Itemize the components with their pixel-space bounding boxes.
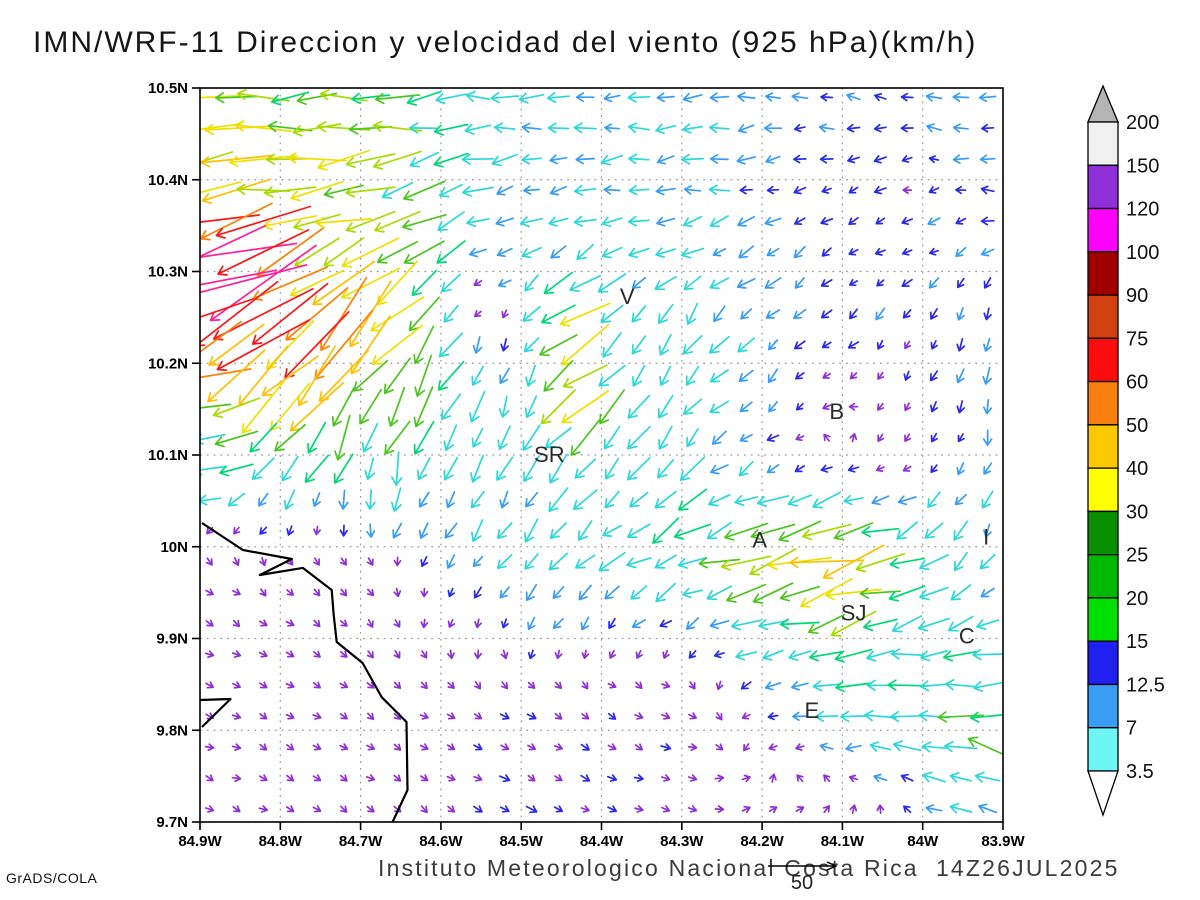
colorbar-label: 120 xyxy=(1126,199,1159,221)
x-tick-label: 84.7W xyxy=(339,833,383,850)
colorbar: 200 150 120 100 90 75 60 50 40 30 25 20 15 12.5 7 3.5 xyxy=(1087,84,1165,818)
x-tick-label: 84.6W xyxy=(419,833,463,850)
x-tick-label: 84.3W xyxy=(660,833,704,850)
colorbar-label: 7 xyxy=(1126,718,1137,740)
colorbar-label: 50 xyxy=(1126,415,1148,437)
x-tick-label: 84.8W xyxy=(259,833,303,850)
colorbar-label: 20 xyxy=(1126,588,1148,610)
station-label-v: V xyxy=(620,284,635,309)
y-tick-label: 10.2N xyxy=(148,355,188,372)
station-label-sj: SJ xyxy=(841,601,867,626)
colorbar-label: 15 xyxy=(1126,631,1148,653)
x-tick-label: 84W xyxy=(907,833,939,850)
station-label-c: C xyxy=(959,624,975,649)
colorbar-label: 40 xyxy=(1126,458,1148,480)
y-tick-label: 10.3N xyxy=(148,264,188,281)
footer-annotation: Instituto Meteorologico Nacional Costa R… xyxy=(378,855,1120,881)
y-tick-label: 10.4N xyxy=(148,172,188,189)
wind-arrows xyxy=(200,88,1003,815)
colorbar-label: 12.5 xyxy=(1126,674,1165,696)
x-tick-label: 84.1W xyxy=(821,833,865,850)
x-tick-label: 83.9W xyxy=(981,833,1025,850)
y-tick-label: 10.1N xyxy=(148,447,188,464)
reference-vector-label: 50 xyxy=(790,872,814,894)
colorbar-label: 60 xyxy=(1126,372,1148,394)
coastline xyxy=(200,522,409,822)
station-label-e: E xyxy=(805,698,820,723)
station-labels: V SR B A SJ C E I xyxy=(534,284,989,723)
colorbar-label: 150 xyxy=(1126,155,1159,177)
colorbar-label: 3.5 xyxy=(1126,761,1154,783)
x-tick-label: 84.9W xyxy=(178,833,222,850)
station-label-sr: SR xyxy=(534,442,565,467)
gridlines xyxy=(199,87,1004,823)
x-tick-label: 84.4W xyxy=(580,833,624,850)
colorbar-label: 100 xyxy=(1126,242,1159,264)
chart-title: IMN/WRF-11 Direccion y velocidad del vie… xyxy=(33,26,978,59)
colorbar-label: 25 xyxy=(1126,545,1148,567)
station-label-b: B xyxy=(829,399,844,424)
colorbar-label: 75 xyxy=(1126,328,1148,350)
colorbar-label: 200 xyxy=(1126,112,1159,134)
y-tick-label: 10N xyxy=(160,539,188,556)
station-label-i: I xyxy=(983,525,989,550)
axes-frame: 10.5N 10.4N 10.3N 10.2N 10.1N 10N 9.9N 9.8N 9.7N… xyxy=(148,80,1026,850)
colorbar-label: 30 xyxy=(1126,501,1148,523)
station-label-a: A xyxy=(752,527,767,552)
colorbar-label: 90 xyxy=(1126,285,1148,307)
y-tick-label: 9.7N xyxy=(156,814,188,831)
x-tick-label: 84.5W xyxy=(500,833,544,850)
grads-credit: GrADS/COLA xyxy=(6,870,98,886)
y-tick-label: 9.8N xyxy=(156,722,188,739)
y-tick-label: 9.9N xyxy=(156,631,188,648)
x-tick-label: 84.2W xyxy=(740,833,784,850)
y-tick-label: 10.5N xyxy=(148,80,188,97)
